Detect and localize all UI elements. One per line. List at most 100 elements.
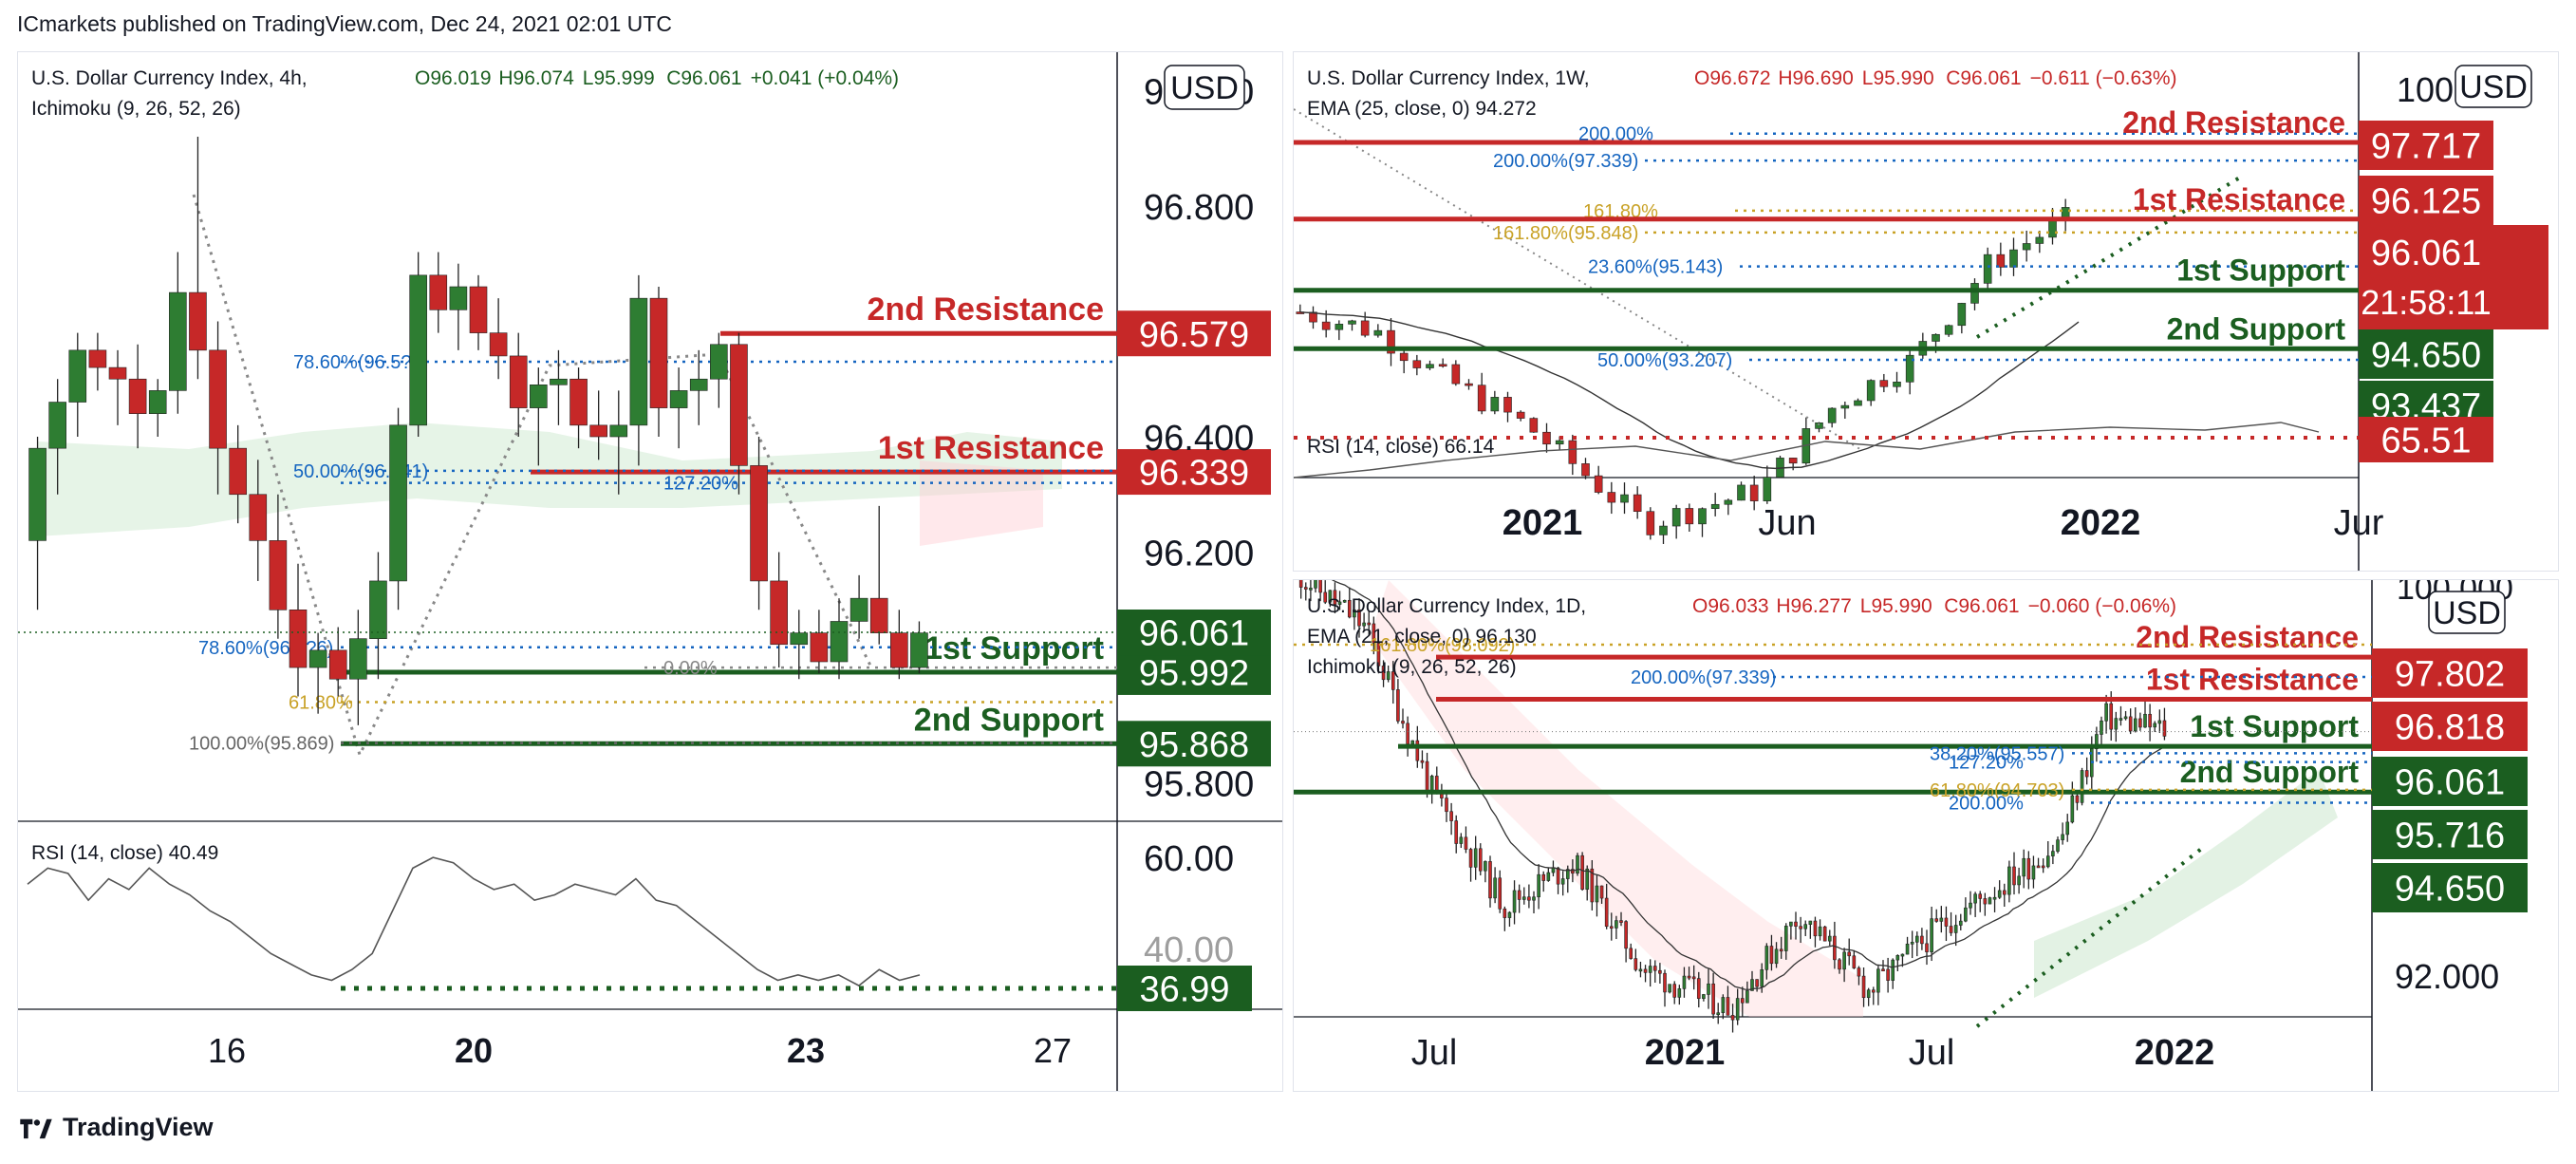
candle-1d-candle xyxy=(1789,921,1793,927)
candle-1d-candle xyxy=(1876,968,1880,993)
candle-1w-candle xyxy=(2048,219,2057,238)
level-1w-name-0: 2nd Resistance xyxy=(2122,105,2345,140)
candle-1d-candle xyxy=(1445,798,1448,813)
chart-1w-title: U.S. Dollar Currency Index, 1W, xyxy=(1307,67,1590,89)
candle-1d-candle xyxy=(1905,943,1910,955)
level-3-tag-text: 95.868 xyxy=(1139,725,1249,765)
level-1d-name-0: 2nd Resistance xyxy=(2136,620,2359,654)
candle-1d-candle xyxy=(1493,877,1497,899)
level-1w-name-3: 2nd Support xyxy=(2167,311,2346,346)
candle-4h-candle xyxy=(328,649,347,680)
level-1w-2-tag xyxy=(2359,329,2493,379)
candle-1d-candle xyxy=(2051,851,2055,856)
candle-4h-candle xyxy=(148,390,167,414)
candle-1d-candle xyxy=(1997,890,2002,898)
level-0-tag xyxy=(1117,310,1271,357)
candle-1d-candle xyxy=(1429,776,1434,792)
candle-1d-candle xyxy=(1633,958,1638,970)
fib-1d-label-0: 161.80%(98.092) xyxy=(1370,635,1515,656)
chart-4h-svg: 2nd Resistance 96.579 1st Resistance 96.339… xyxy=(18,52,1282,1091)
candle-1d-candle xyxy=(1799,926,1802,929)
candle-4h-candle xyxy=(530,385,548,408)
candle-1d-candle xyxy=(1852,955,1857,968)
candle-1d-candle xyxy=(2056,839,2060,852)
candle-1d-candle xyxy=(1668,984,1671,993)
candle-4h-candle xyxy=(790,632,809,646)
level-1d-0-tag-text: 97.802 xyxy=(2395,655,2505,695)
candle-1d-candle xyxy=(1314,580,1317,589)
candle-1d-candle xyxy=(1833,935,1837,961)
level-1d-0-tag xyxy=(2372,648,2528,698)
candle-1d-candle xyxy=(1638,968,1643,972)
candle-1d-candle xyxy=(1357,609,1361,627)
level-1d-name-1: 1st Resistance xyxy=(2146,662,2359,696)
chart-1d-ohlc-0: O96.033 xyxy=(1692,595,1769,617)
candle-1w-candle xyxy=(1827,407,1837,423)
candle-1d-candle xyxy=(1914,935,1919,943)
tradingview-footer[interactable]: TradingView xyxy=(17,1113,214,1142)
candle-1d-candle xyxy=(2138,718,2142,728)
chart-1d-indicator2: Ichimoku (9, 26, 52, 26) xyxy=(1307,656,1517,678)
candle-1d-candle xyxy=(2143,713,2147,728)
candle-4h-candle xyxy=(589,424,607,438)
chart-panel-1w[interactable]: 200.00% 200.00%(97.339) 161.80% 161.80%(95.… xyxy=(1293,51,2559,572)
candle-4h-candle xyxy=(750,465,768,582)
candle-1d-candle xyxy=(2007,866,2011,895)
candle-1d-candle xyxy=(1944,917,1949,927)
ema-1d-line xyxy=(1331,580,2170,990)
chart-1d-ohlc-4: −0.060 (−0.06%) xyxy=(2028,595,2176,617)
last-price-1w-text: 96.061 xyxy=(2371,234,2481,273)
candle-1w-candle xyxy=(1749,484,1759,501)
candle-4h-candle xyxy=(469,286,488,333)
candle-1d-candle xyxy=(1822,926,1827,942)
candle-1d-candle xyxy=(1842,951,1846,970)
candle-1w-candle xyxy=(1633,494,1642,513)
chart-4h-title: U.S. Dollar Currency Index, 4h, xyxy=(31,67,308,89)
chart-4h-indicator: Ichimoku (9, 26, 52, 26) xyxy=(31,98,241,120)
tradingview-logo-icon xyxy=(20,1118,52,1138)
candle-4h-candle xyxy=(550,378,568,385)
fib-1w-label-0: 200.00% xyxy=(1578,124,1653,145)
candle-1d-candle xyxy=(2017,875,2021,886)
candle-4h-candle xyxy=(669,390,688,408)
ichimoku-cloud xyxy=(37,422,1062,536)
candle-1d-candle xyxy=(1983,898,1988,905)
candle-1d-candle xyxy=(1507,911,1512,918)
rsi-1w-last-tag xyxy=(2359,417,2493,462)
level-1w-1-tag xyxy=(2359,176,2493,225)
candle-1d-candle xyxy=(1973,893,1977,904)
rsi-4h-scale: 60.00 xyxy=(1144,839,1234,879)
candle-4h-candle xyxy=(209,349,227,449)
candle-1d-candle xyxy=(1764,946,1769,970)
rsi-4h-line xyxy=(27,856,921,987)
candle-1d-candle xyxy=(1342,599,1347,603)
candle-1d-candle xyxy=(2114,718,2119,730)
candle-1d-candle xyxy=(1391,671,1395,690)
level-name-2: 1st Support xyxy=(924,630,1104,666)
level-1-tag xyxy=(1117,449,1271,496)
candle-1d-candle xyxy=(1537,873,1540,898)
candle-1w-candle xyxy=(1477,385,1486,412)
level-1d-1-tag-text: 96.818 xyxy=(2395,708,2505,748)
y-tick-4h-1: 96.800 xyxy=(1144,188,1254,228)
candle-1w-candle xyxy=(1529,418,1539,433)
candle-1d-candle xyxy=(2026,857,2031,880)
chart-4h-ohlc-1: H96.074 xyxy=(498,67,574,89)
candle-1d-candle xyxy=(1478,848,1483,872)
candle-1d-candle xyxy=(1711,983,1715,1015)
chart-panel-1d[interactable]: 2nd Resistance 1st Resistance 1st Support 2… xyxy=(1293,579,2559,1092)
candle-1d-candle xyxy=(1857,967,1861,977)
candle-1d-candle xyxy=(2100,720,2103,735)
candle-1d-candle xyxy=(1808,920,1813,925)
y-tick-4h-3: 96.200 xyxy=(1144,535,1254,574)
ichimoku-cloud-1d-green xyxy=(2034,770,2338,998)
candle-1d-candle xyxy=(2119,718,2123,721)
candle-1d-candle xyxy=(1988,897,1992,905)
x-tick-1d-2: Jul xyxy=(1909,1033,1955,1073)
chart-panel-4h[interactable]: 2nd Resistance 96.579 1st Resistance 96.339… xyxy=(17,51,1283,1092)
candle-1d-candle xyxy=(1925,943,1929,952)
candle-1d-candle xyxy=(1891,959,1895,981)
candle-4h-candle xyxy=(349,638,367,680)
candle-1d-candle xyxy=(1425,760,1429,792)
ema-1w-line xyxy=(1299,311,2080,470)
